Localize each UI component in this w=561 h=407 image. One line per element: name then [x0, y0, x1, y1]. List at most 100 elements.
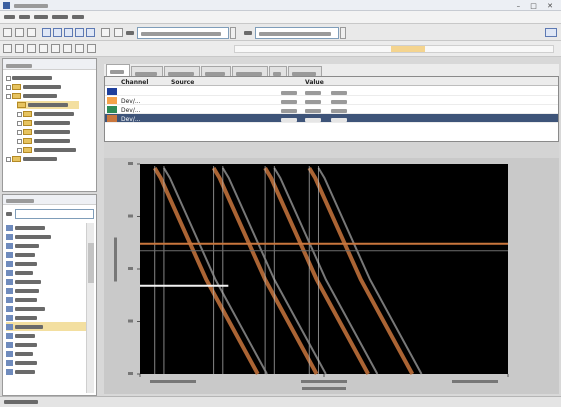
tree-item[interactable]	[6, 83, 61, 91]
tool-icon[interactable]	[27, 44, 36, 53]
channel-row[interactable]	[105, 87, 558, 96]
trace-line	[273, 167, 379, 375]
channel-color-swatch[interactable]	[107, 115, 117, 122]
channel-color-swatch[interactable]	[107, 97, 117, 104]
channel-name: Dev/...	[121, 116, 141, 123]
tree-item[interactable]	[6, 92, 57, 100]
variable-item[interactable]	[6, 340, 86, 349]
splitter[interactable]	[104, 142, 559, 158]
tree-item[interactable]	[6, 155, 57, 163]
channel-cell	[281, 116, 297, 123]
menu-item[interactable]	[72, 15, 84, 19]
tab[interactable]	[232, 66, 268, 76]
tab[interactable]	[201, 66, 231, 76]
variable-item[interactable]	[6, 259, 86, 268]
trace-line	[307, 166, 415, 375]
variable-item[interactable]	[6, 223, 86, 232]
to-time-field[interactable]	[255, 27, 339, 39]
menu-item[interactable]	[52, 15, 68, 19]
grid-icon[interactable]	[114, 28, 123, 37]
channel-cell	[331, 98, 347, 105]
variable-item[interactable]	[6, 232, 86, 241]
variable-icon	[6, 323, 13, 330]
channel-color-swatch[interactable]	[107, 106, 117, 113]
tree-item[interactable]	[17, 101, 79, 109]
variable-item[interactable]	[6, 241, 86, 250]
variable-item[interactable]	[6, 313, 86, 322]
variable-item[interactable]	[6, 331, 86, 340]
variable-item[interactable]	[6, 304, 86, 313]
variable-icon	[6, 224, 13, 231]
variable-icon	[6, 341, 13, 348]
tool-icon[interactable]	[3, 44, 12, 53]
main-toolbar	[0, 23, 561, 41]
variable-icon	[6, 233, 13, 240]
x-axis-label	[302, 387, 346, 390]
variable-item[interactable]	[6, 277, 86, 286]
variable-icon	[6, 359, 13, 366]
first-icon[interactable]	[42, 28, 51, 37]
tab[interactable]	[269, 66, 287, 76]
tab[interactable]	[106, 64, 130, 76]
tool-icon[interactable]	[87, 44, 96, 53]
tab[interactable]	[164, 66, 200, 76]
play-icon[interactable]	[64, 28, 73, 37]
tool-icon[interactable]	[51, 44, 60, 53]
save-icon[interactable]	[15, 28, 24, 37]
tree-item[interactable]	[17, 128, 70, 136]
tab[interactable]	[288, 66, 322, 76]
last-icon[interactable]	[86, 28, 95, 37]
zoom-icon[interactable]	[101, 28, 110, 37]
variable-item[interactable]	[6, 349, 86, 358]
tool-icon[interactable]	[39, 44, 48, 53]
from-time-field[interactable]	[137, 27, 229, 39]
prev-icon[interactable]	[53, 28, 62, 37]
tree-item[interactable]	[17, 119, 70, 127]
cursor-icon[interactable]	[27, 28, 36, 37]
variable-item[interactable]	[6, 358, 86, 367]
y-tick-placeholder	[128, 162, 133, 165]
tree-item[interactable]	[17, 110, 74, 118]
tool-icon[interactable]	[75, 44, 84, 53]
channel-cell	[305, 98, 321, 105]
variable-item[interactable]	[6, 286, 86, 295]
app-icon	[3, 2, 10, 9]
variable-filter-input[interactable]	[15, 209, 94, 219]
from-spinner[interactable]	[230, 27, 236, 39]
channel-cell	[305, 116, 321, 123]
variable-list	[6, 223, 86, 393]
channel-color-swatch[interactable]	[107, 88, 117, 95]
open-icon[interactable]	[3, 28, 12, 37]
plot-area[interactable]	[104, 158, 559, 394]
x-tick-placeholder	[150, 380, 196, 383]
timeline-bar[interactable]	[234, 45, 554, 53]
variable-item[interactable]	[6, 295, 86, 304]
timeline-highlight	[391, 46, 425, 52]
menu-item[interactable]	[34, 15, 48, 19]
tool-icon[interactable]	[15, 44, 24, 53]
channel-row[interactable]: Dev/...	[105, 114, 558, 123]
menu-item[interactable]	[19, 15, 30, 19]
channel-cell	[305, 89, 321, 96]
channel-row[interactable]: Dev/...	[105, 96, 558, 105]
menu-item[interactable]	[4, 15, 15, 19]
variable-item[interactable]	[6, 322, 86, 331]
next-icon[interactable]	[75, 28, 84, 37]
tree-item[interactable]	[17, 146, 76, 154]
variable-list-scrollbar[interactable]	[86, 223, 94, 393]
window-controls[interactable]: – □ ✕	[516, 2, 557, 10]
channel-row[interactable]: Dev/...	[105, 105, 558, 114]
variable-icon	[6, 242, 13, 249]
tab[interactable]	[131, 66, 163, 76]
tool-icon[interactable]	[63, 44, 72, 53]
tab-strip	[104, 64, 559, 76]
trace-chart[interactable]	[104, 158, 559, 394]
globe-icon[interactable]	[545, 28, 557, 37]
title-bar: – □ ✕	[0, 0, 561, 11]
variable-item[interactable]	[6, 367, 86, 376]
tree-item[interactable]	[6, 74, 52, 82]
to-spinner[interactable]	[340, 27, 346, 39]
tree-item[interactable]	[17, 137, 70, 145]
variable-item[interactable]	[6, 250, 86, 259]
variable-item[interactable]	[6, 268, 86, 277]
